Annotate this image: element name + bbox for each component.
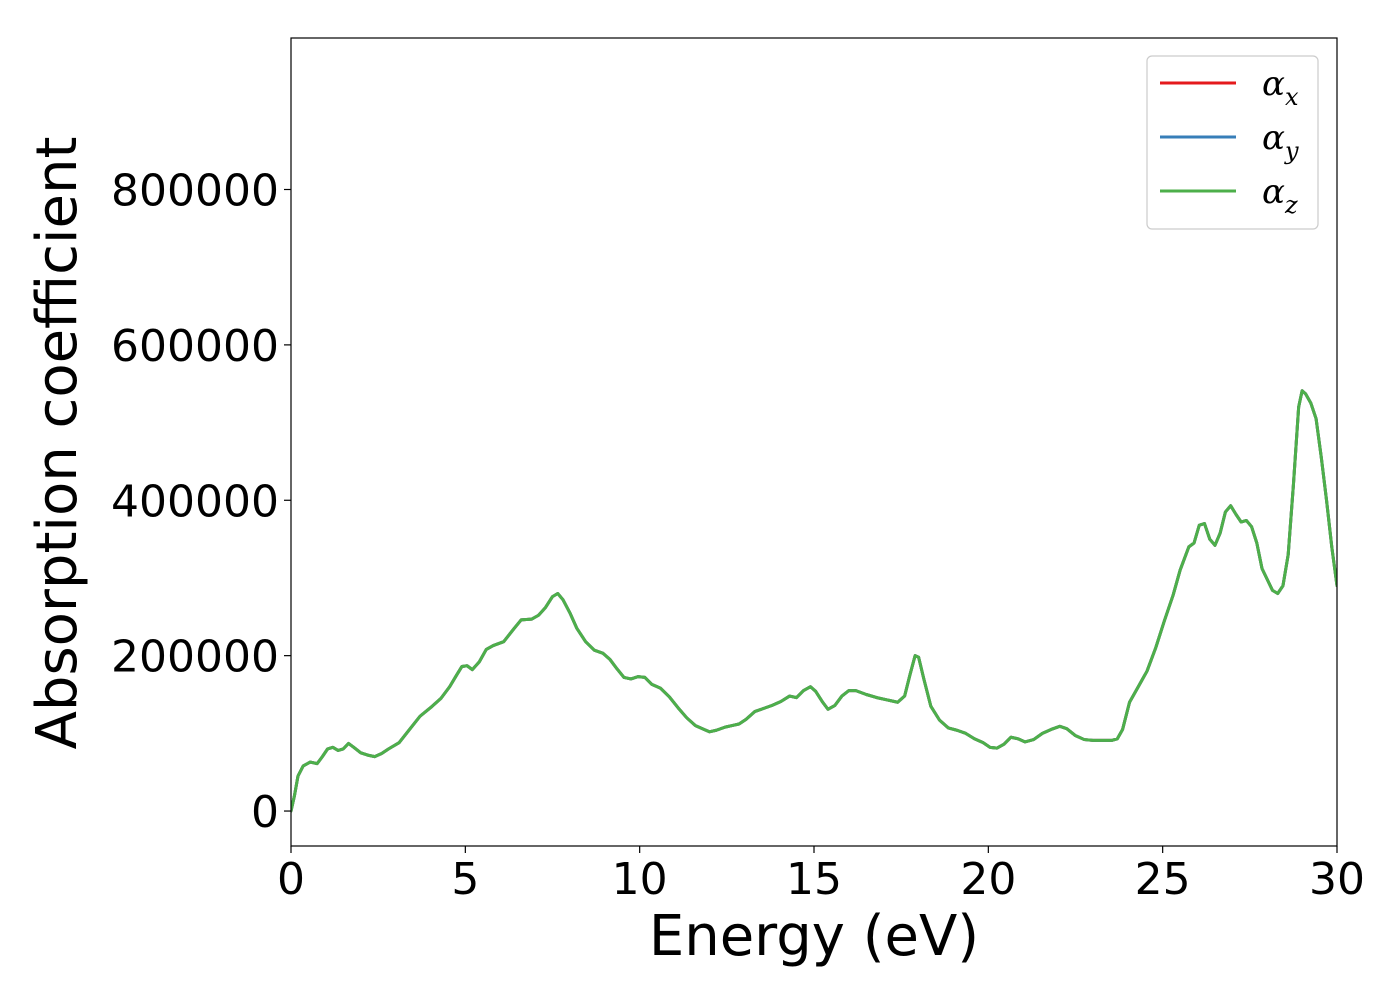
y-tick-label: 800000 — [111, 166, 279, 217]
x-tick-label: 30 — [1309, 854, 1365, 905]
x-tick-label: 10 — [612, 854, 668, 905]
x-tick-label: 0 — [277, 854, 305, 905]
legend-box — [1146, 55, 1319, 230]
legend-label-y: αy — [1262, 118, 1299, 165]
series-line-x — [291, 389, 1337, 813]
y-tick-label: 200000 — [111, 632, 279, 683]
legend-label-z: αz — [1262, 172, 1298, 219]
series-line-y — [291, 389, 1337, 813]
y-tick-label: 0 — [251, 787, 279, 838]
x-tick-label: 5 — [451, 854, 479, 905]
legend-label-x: αx — [1262, 64, 1299, 111]
legend: αx αy αz — [1146, 55, 1319, 230]
x-tick-label: 20 — [960, 854, 1016, 905]
x-tick-label: 15 — [786, 854, 842, 905]
series-line-z — [291, 389, 1337, 813]
y-tick-label: 400000 — [111, 476, 279, 527]
x-axis-label: Energy (eV) — [649, 904, 979, 969]
axes: 0 5 10 15 20 25 30 0 200000 400000 600000 800000 Ene… — [25, 37, 1365, 969]
y-tick-label: 600000 — [111, 321, 279, 372]
x-tick-label: 25 — [1135, 854, 1191, 905]
y-axis-label: Absorption coefficient — [25, 137, 90, 750]
plot-area — [291, 389, 1337, 813]
